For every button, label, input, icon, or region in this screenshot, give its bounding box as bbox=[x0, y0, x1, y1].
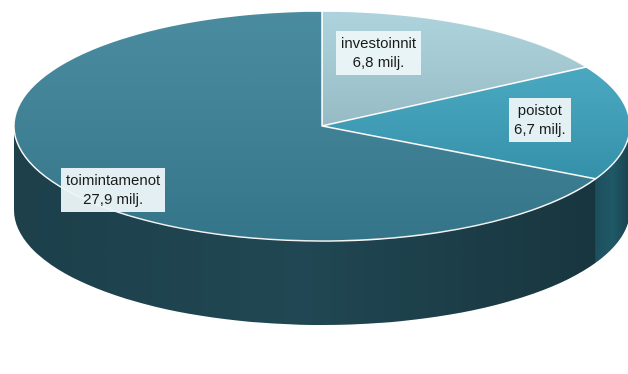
slice-value-investoinnit: 6,8 milj. bbox=[352, 54, 405, 71]
slice-shade-poistot bbox=[322, 67, 628, 179]
data-label-investoinnit: investoinnit 6,8 milj. bbox=[336, 31, 422, 75]
slice-label-investoinnit: investoinnit bbox=[341, 35, 417, 52]
data-label-poistot: poistot 6,7 milj. bbox=[509, 98, 571, 142]
slice-label-poistot: poistot bbox=[517, 102, 562, 119]
side-shade-poistot bbox=[595, 138, 628, 263]
data-label-toimintamenot: toimintamenot 27,9 milj. bbox=[61, 168, 166, 212]
slice-value-toimintamenot: 27,9 milj. bbox=[83, 191, 144, 208]
side-shade-toimintamenot bbox=[13, 126, 596, 326]
slice-label-toimintamenot: toimintamenot bbox=[66, 172, 161, 189]
slice-value-poistot: 6,7 milj. bbox=[514, 121, 566, 138]
